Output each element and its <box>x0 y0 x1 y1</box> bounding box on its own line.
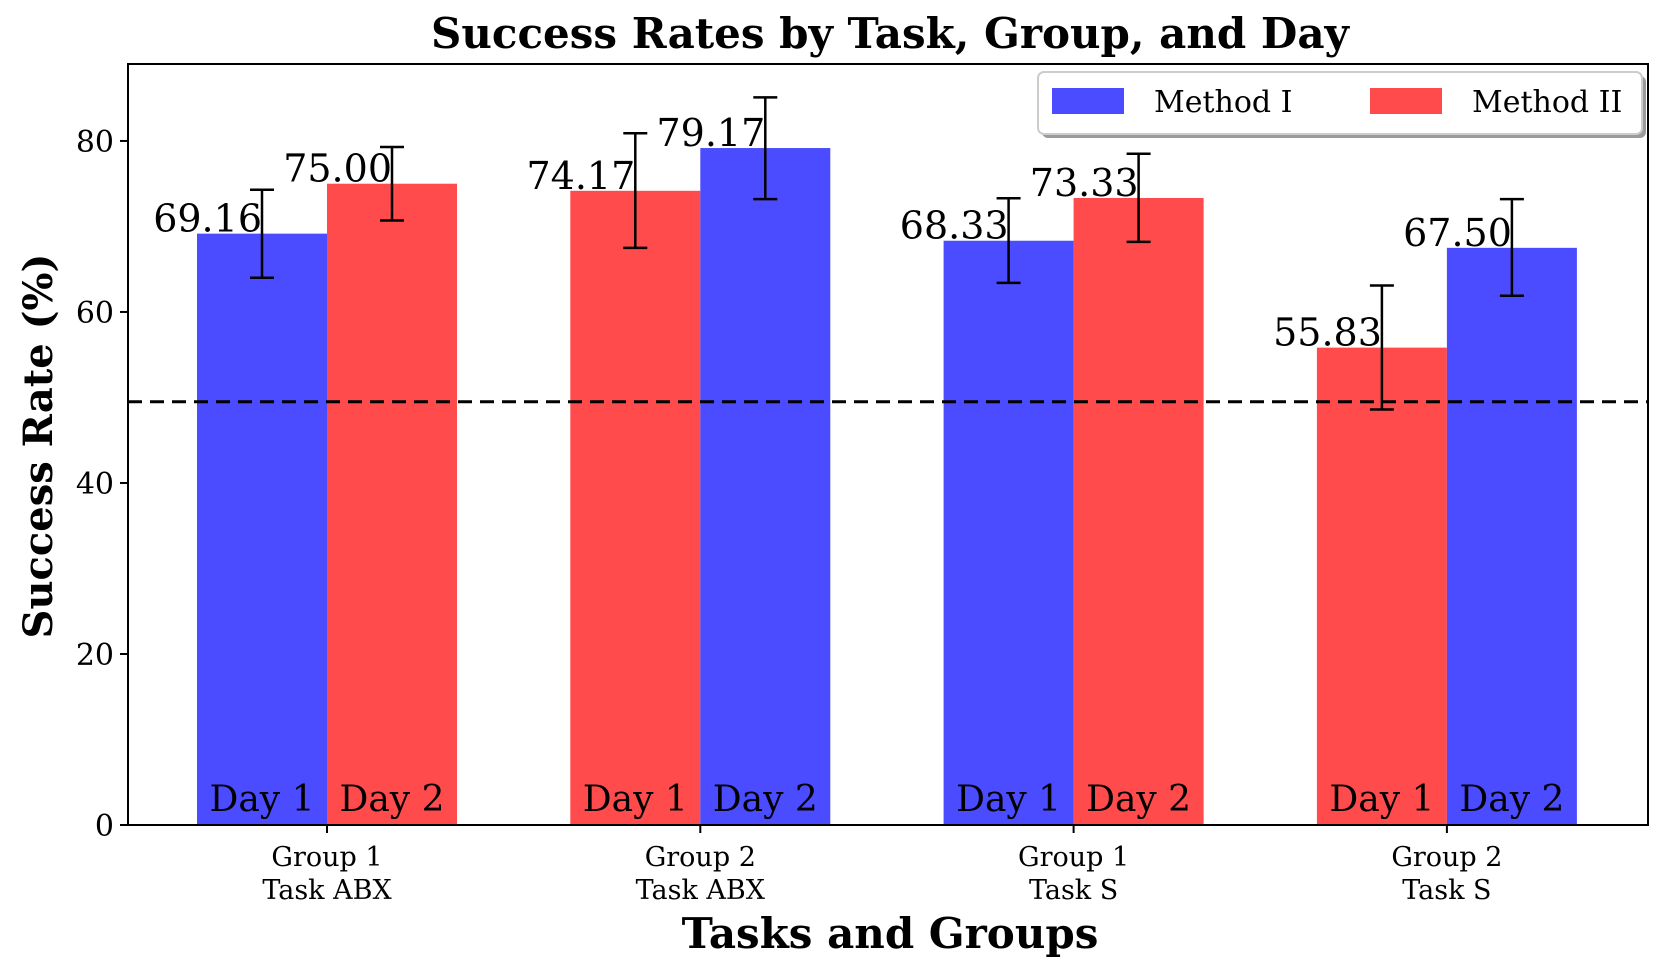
x-tick-label-line1: Group 1 <box>271 842 382 873</box>
day-label: Day 1 <box>209 779 314 820</box>
x-tick-label-line2: Task ABX <box>262 875 392 906</box>
day-label: Day 2 <box>1459 779 1564 820</box>
data-label: 74.17 <box>527 154 636 198</box>
x-tick-label-line1: Group 2 <box>1391 842 1502 873</box>
x-tick-label-line2: Task ABX <box>636 875 766 906</box>
legend-label: Method I <box>1154 85 1293 120</box>
day-label: Day 1 <box>583 779 688 820</box>
y-tick-label: 60 <box>76 296 114 331</box>
bar <box>197 233 327 826</box>
x-tick-label-line2: Task S <box>1029 875 1118 906</box>
data-label: 79.17 <box>657 111 766 155</box>
bar <box>943 240 1074 825</box>
day-label: Day 2 <box>713 779 818 820</box>
y-tick-label: 0 <box>95 809 114 844</box>
bar <box>700 148 831 826</box>
legend: Method I Method II <box>1037 71 1646 138</box>
bar <box>1073 197 1204 825</box>
bar <box>327 183 457 825</box>
x-tick-label-line1: Group 1 <box>1018 842 1129 873</box>
data-label: 55.83 <box>1273 311 1382 355</box>
x-axis-label: Tasks and Groups <box>682 909 1099 958</box>
y-tick-label: 80 <box>76 125 114 160</box>
data-label: 73.33 <box>1030 161 1139 205</box>
data-label: 67.50 <box>1403 211 1512 255</box>
bar <box>1446 247 1577 825</box>
day-label: Day 2 <box>1086 779 1191 820</box>
x-tick-label-line2: Task S <box>1402 875 1491 906</box>
y-tick-label: 20 <box>76 638 114 673</box>
data-label: 69.16 <box>153 197 262 241</box>
data-label: 75.00 <box>283 147 392 191</box>
legend-box <box>1037 71 1643 135</box>
legend-label: Method II <box>1472 85 1622 120</box>
y-tick-label: 40 <box>76 467 114 502</box>
day-label: Day 2 <box>339 779 444 820</box>
day-label: Day 1 <box>956 779 1061 820</box>
chart-title: Success Rates by Task, Group, and Day <box>431 9 1350 58</box>
x-tick-label-line1: Group 2 <box>645 842 756 873</box>
y-axis-label: Success Rate (%) <box>15 254 62 639</box>
axes-frame <box>127 63 1649 826</box>
bar <box>570 190 701 826</box>
legend-swatch <box>1052 88 1124 114</box>
day-label: Day 1 <box>1329 779 1434 820</box>
bar <box>1316 347 1447 825</box>
data-label: 68.33 <box>900 204 1009 248</box>
legend-swatch <box>1370 88 1442 114</box>
